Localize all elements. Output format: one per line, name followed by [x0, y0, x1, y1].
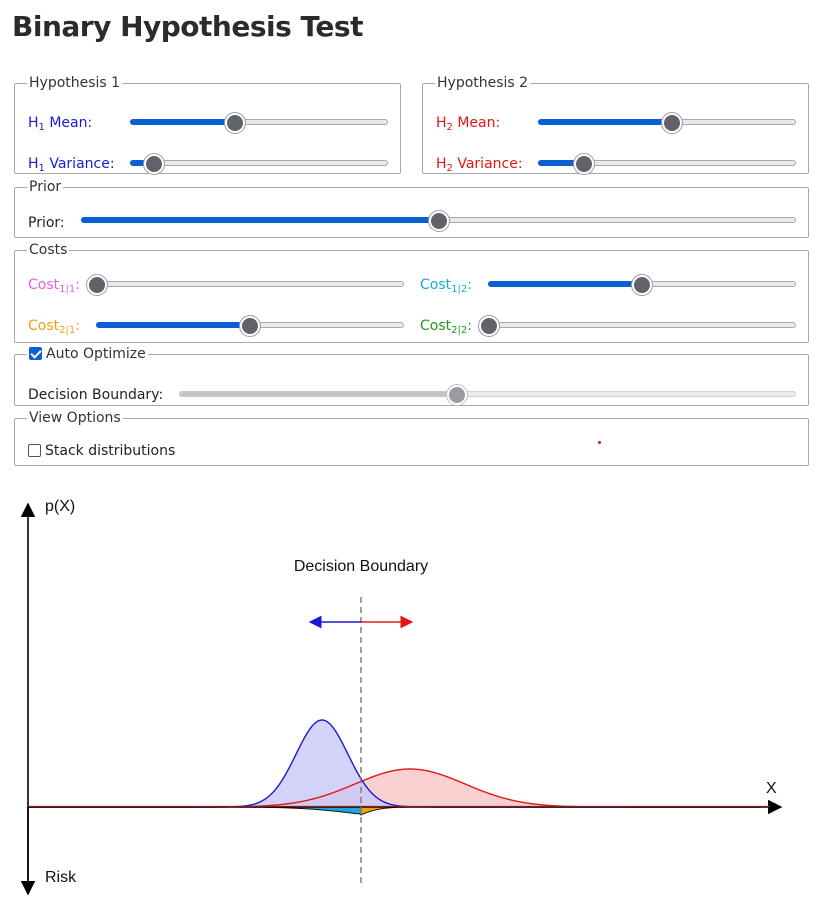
h1-mean-label: H1 Mean: [28, 115, 93, 133]
cost22-label: Cost2|2: [420, 318, 472, 336]
h1-variance-slider-thumb[interactable] [144, 154, 165, 174]
h1-variance-label: H1 Variance: [28, 156, 115, 174]
page-title: Binary Hypothesis Test [12, 10, 363, 43]
optimize-legend: Auto Optimize [27, 347, 148, 361]
costs-legend: Costs [29, 242, 68, 258]
cost12-slider-thumb[interactable] [632, 275, 652, 295]
view-options-group: View Options Stack distributions [14, 411, 809, 466]
h1-mean-slider-thumb[interactable] [224, 113, 245, 133]
h2-mean-slider[interactable] [538, 113, 796, 133]
cost22-slider-thumb[interactable] [479, 316, 499, 336]
auto-optimize-label: Auto Optimize [46, 346, 146, 362]
cost22-slider[interactable] [479, 316, 796, 336]
decision-boundary-label: Decision Boundary [294, 558, 428, 575]
hypothesis1-group: Hypothesis 1 H1 Mean: H1 Variance: [14, 76, 401, 174]
x-axis-label: X [766, 780, 777, 797]
costs-group: Costs Cost1|1: Cost1|2: Cost2|1: Cost2|2… [14, 243, 809, 343]
cost12-label: Cost1|2: [420, 277, 472, 295]
decision-boundary-label: Decision Boundary: [28, 387, 164, 403]
prior-slider-fill [81, 217, 439, 223]
distribution-plot: p(X) Risk X Decision Boundary [20, 498, 783, 896]
optimize-group: Auto Optimize Decision Boundary: [14, 347, 809, 406]
cost21-slider-thumb[interactable] [240, 316, 260, 336]
h1-mean-slider-fill [130, 119, 235, 125]
y-axis-up-label: p(X) [45, 498, 75, 515]
cost21-slider[interactable] [96, 316, 404, 336]
prior-legend: Prior [29, 179, 62, 195]
h2-mean-label: H2 Mean: [436, 115, 501, 133]
auto-optimize-checkbox[interactable] [29, 347, 42, 360]
cost11-slider[interactable] [87, 275, 404, 295]
h1-variance-slider-fill [130, 160, 155, 166]
cost11-label: Cost1|1: [28, 277, 80, 295]
y-axis-down-label: Risk [45, 869, 77, 886]
decision-boundary-slider-thumb[interactable] [446, 385, 467, 405]
view-options-legend: View Options [29, 410, 121, 426]
cost11-slider-thumb[interactable] [87, 275, 107, 295]
stack-distributions-row[interactable]: Stack distributions [28, 443, 175, 459]
decision-boundary-slider-fill [179, 391, 457, 397]
h2-variance-slider[interactable] [538, 154, 796, 174]
h2-variance-label: H2 Variance: [436, 156, 523, 174]
risk-region-cost12 [230, 807, 361, 815]
h1-variance-slider[interactable] [130, 154, 388, 174]
prior-group: Prior Prior: [14, 180, 809, 238]
h2-mean-slider-thumb[interactable] [662, 113, 683, 133]
prior-slider[interactable] [81, 211, 796, 231]
cost12-slider[interactable] [488, 275, 796, 295]
h2-variance-slider-fill [538, 160, 584, 166]
stack-distributions-label: Stack distributions [45, 443, 176, 459]
prior-slider-thumb[interactable] [428, 211, 449, 231]
stack-distributions-checkbox[interactable] [28, 444, 41, 457]
h2-mean-slider-fill [538, 119, 673, 125]
red-dot-marker [598, 441, 601, 444]
cost21-slider-fill [96, 322, 250, 328]
prior-label: Prior: [28, 215, 65, 231]
h2-variance-slider-thumb[interactable] [573, 154, 594, 174]
decision-boundary-slider[interactable] [179, 385, 796, 405]
hypothesis2-group: Hypothesis 2 H2 Mean: H2 Variance: [422, 76, 809, 174]
h1-mean-slider[interactable] [130, 113, 388, 133]
hypothesis2-legend: Hypothesis 2 [437, 75, 529, 91]
hypothesis1-legend: Hypothesis 1 [29, 75, 121, 91]
cost21-label: Cost2|1: [28, 318, 80, 336]
h2-distribution-area [28, 769, 761, 807]
cost12-slider-fill [488, 281, 642, 287]
